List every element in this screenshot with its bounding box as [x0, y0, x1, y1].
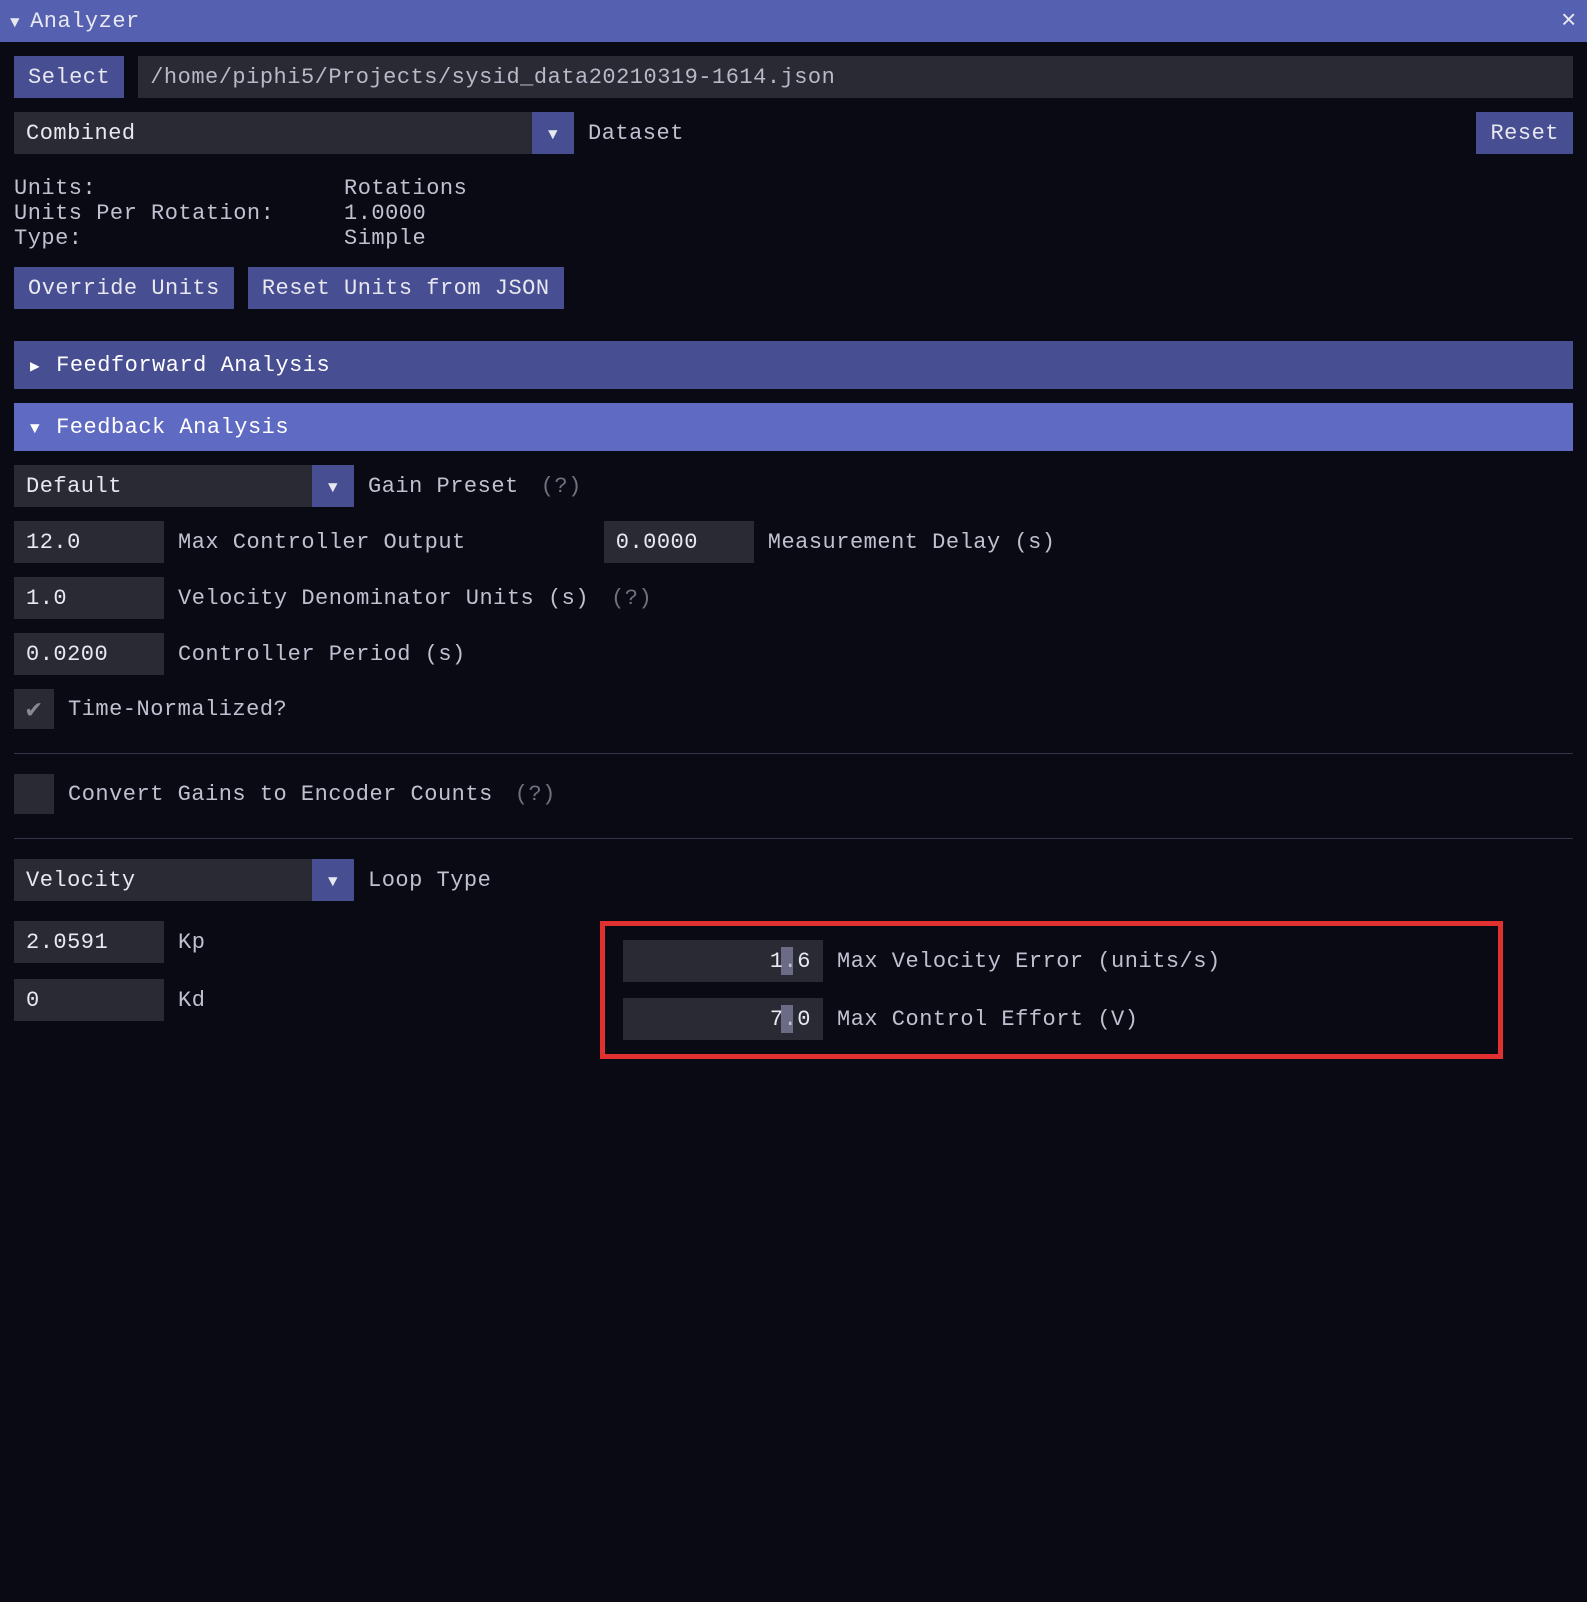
time-normalized-label: Time-Normalized?	[68, 697, 287, 722]
max-controller-row: 12.0 Max Controller Output 0.0000 Measur…	[14, 521, 1573, 563]
upr-label: Units Per Rotation:	[14, 201, 344, 226]
units-value: Rotations	[344, 176, 467, 201]
feedback-title: Feedback Analysis	[56, 415, 289, 440]
max-vel-error-label: Max Velocity Error (units/s)	[837, 949, 1221, 974]
help-icon[interactable]: (?)	[611, 586, 652, 611]
max-vel-error-input[interactable]: 1.6	[623, 940, 823, 982]
max-control-effort-row: 7.0 Max Control Effort (V)	[623, 998, 1480, 1040]
velocity-denom-row: 1.0 Velocity Denominator Units (s) (?)	[14, 577, 1573, 619]
unit-buttons-row: Override Units Reset Units from JSON	[14, 267, 1573, 309]
collapse-icon	[30, 415, 40, 440]
loop-type-dropdown[interactable]: Velocity	[14, 859, 354, 901]
info-block: Units: Rotations Units Per Rotation: 1.0…	[14, 176, 1573, 251]
gain-preset-value: Default	[14, 474, 312, 499]
gain-preset-dropdown[interactable]: Default	[14, 465, 354, 507]
measurement-delay-input[interactable]: 0.0000	[604, 521, 754, 563]
type-value: Simple	[344, 226, 426, 251]
type-label: Type:	[14, 226, 344, 251]
measurement-delay-label: Measurement Delay (s)	[768, 530, 1056, 555]
feedforward-title: Feedforward Analysis	[56, 353, 330, 378]
dataset-label: Dataset	[588, 121, 684, 146]
file-row: Select /home/piphi5/Projects/sysid_data2…	[14, 56, 1573, 98]
type-row: Type: Simple	[14, 226, 1573, 251]
feedforward-header[interactable]: Feedforward Analysis	[14, 341, 1573, 389]
divider	[14, 838, 1573, 839]
max-controller-output-input[interactable]: 12.0	[14, 521, 164, 563]
gains-area: 2.0591 Kp 0 Kd 1.6 Max Velocity Error (u…	[14, 921, 1573, 1059]
dataset-row: Combined Dataset Reset	[14, 112, 1573, 154]
chevron-down-icon[interactable]	[532, 112, 574, 154]
kd-label: Kd	[178, 988, 205, 1013]
kp-kd-col: 2.0591 Kp 0 Kd	[14, 921, 574, 1021]
collapse-icon[interactable]	[10, 9, 20, 34]
time-normalized-row: ✔ Time-Normalized?	[14, 689, 1573, 729]
velocity-denom-label: Velocity Denominator Units (s)	[178, 586, 589, 611]
max-control-effort-label: Max Control Effort (V)	[837, 1007, 1138, 1032]
convert-gains-label: Convert Gains to Encoder Counts	[68, 782, 493, 807]
upr-value: 1.0000	[344, 201, 426, 226]
gain-preset-label: Gain Preset	[368, 474, 519, 499]
max-control-effort-input[interactable]: 7.0	[623, 998, 823, 1040]
units-label: Units:	[14, 176, 344, 201]
controller-period-label: Controller Period (s)	[178, 642, 466, 667]
kd-row: 0 Kd	[14, 979, 574, 1021]
controller-period-input[interactable]: 0.0200	[14, 633, 164, 675]
gain-preset-row: Default Gain Preset (?)	[14, 465, 1573, 507]
upr-row: Units Per Rotation: 1.0000	[14, 201, 1573, 226]
dataset-dropdown[interactable]: Combined	[14, 112, 574, 154]
convert-gains-checkbox[interactable]	[14, 774, 54, 814]
kp-row: 2.0591 Kp	[14, 921, 574, 963]
loop-type-label: Loop Type	[368, 868, 491, 893]
max-controller-output-label: Max Controller Output	[178, 530, 466, 555]
max-vel-error-row: 1.6 Max Velocity Error (units/s)	[623, 940, 1480, 982]
units-row: Units: Rotations	[14, 176, 1573, 201]
titlebar[interactable]: Analyzer ×	[0, 0, 1587, 42]
close-icon[interactable]: ×	[1561, 6, 1577, 36]
divider	[14, 753, 1573, 754]
select-button[interactable]: Select	[14, 56, 124, 98]
file-path-input[interactable]: /home/piphi5/Projects/sysid_data20210319…	[138, 56, 1573, 98]
highlighted-params: 1.6 Max Velocity Error (units/s) 7.0 Max…	[600, 921, 1503, 1059]
loop-type-value: Velocity	[14, 868, 312, 893]
text-cursor	[781, 1005, 793, 1033]
kp-label: Kp	[178, 930, 205, 955]
kp-input[interactable]: 2.0591	[14, 921, 164, 963]
dataset-value: Combined	[14, 121, 532, 146]
feedback-header[interactable]: Feedback Analysis	[14, 403, 1573, 451]
window-title: Analyzer	[30, 9, 140, 34]
chevron-down-icon[interactable]	[312, 465, 354, 507]
reset-button[interactable]: Reset	[1476, 112, 1573, 154]
loop-type-row: Velocity Loop Type	[14, 859, 1573, 901]
time-normalized-checkbox[interactable]: ✔	[14, 689, 54, 729]
override-units-button[interactable]: Override Units	[14, 267, 234, 309]
help-icon[interactable]: (?)	[541, 474, 582, 499]
chevron-down-icon[interactable]	[312, 859, 354, 901]
help-icon[interactable]: (?)	[515, 782, 556, 807]
convert-gains-row: Convert Gains to Encoder Counts (?)	[14, 774, 1573, 814]
expand-icon	[30, 353, 40, 378]
kd-input[interactable]: 0	[14, 979, 164, 1021]
velocity-denom-input[interactable]: 1.0	[14, 577, 164, 619]
text-cursor	[781, 947, 793, 975]
analyzer-window: Analyzer × Select /home/piphi5/Projects/…	[0, 0, 1587, 1602]
controller-period-row: 0.0200 Controller Period (s)	[14, 633, 1573, 675]
content-area: Select /home/piphi5/Projects/sysid_data2…	[0, 42, 1587, 1602]
reset-units-json-button[interactable]: Reset Units from JSON	[248, 267, 564, 309]
